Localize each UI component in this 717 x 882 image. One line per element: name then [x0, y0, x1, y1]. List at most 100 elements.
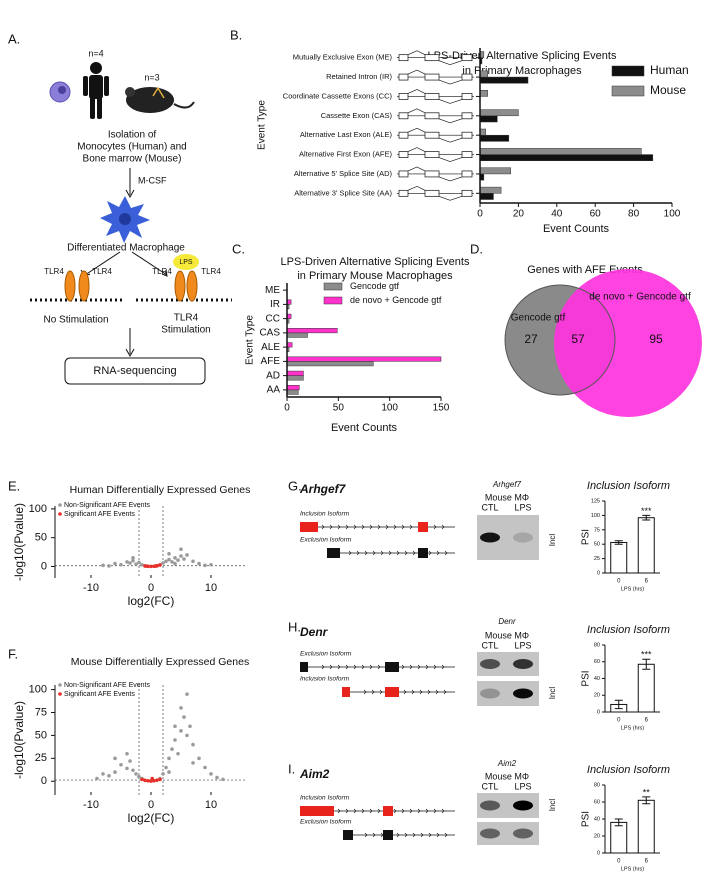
gel-band — [513, 828, 533, 839]
isoform-label: Exclusion Isoform — [300, 651, 352, 658]
splice-glyph-junction — [407, 166, 463, 182]
x-tick-label: -10 — [83, 582, 99, 594]
y-tick-label: 50 — [35, 729, 47, 741]
y-tick-label: 60 — [594, 799, 600, 805]
splice-glyph-exon — [461, 151, 473, 158]
tlr4-receptor — [174, 270, 186, 302]
exon — [383, 830, 393, 840]
x-tick-label: 60 — [590, 209, 602, 220]
set-label: de novo + Gencode gtf — [589, 292, 691, 303]
bar — [479, 70, 488, 78]
exon — [342, 687, 350, 697]
chart-title: LPS-Driven Alternative Splicing Events — [428, 50, 617, 62]
point — [101, 772, 105, 776]
bar — [479, 128, 487, 136]
legend-marker — [58, 692, 62, 696]
point — [125, 766, 129, 771]
gel-gene: Aim2 — [497, 759, 517, 768]
x-axis-label: Event Counts — [331, 422, 398, 434]
x-tick-label: 0 — [617, 718, 621, 724]
x-axis-label: Event Counts — [543, 223, 610, 235]
point — [167, 770, 171, 774]
point — [128, 561, 132, 565]
arrow-head — [125, 348, 135, 358]
exon — [300, 806, 334, 816]
legend-swatch — [323, 296, 343, 305]
point — [146, 778, 150, 783]
gel-band — [513, 800, 533, 811]
point — [215, 775, 219, 780]
bar — [286, 342, 293, 348]
stimulation: TLR4 — [174, 313, 199, 324]
human-n: n=4 — [88, 48, 103, 58]
splice-glyph-exon — [461, 112, 473, 120]
gel-band — [480, 532, 500, 543]
point — [179, 547, 183, 551]
point — [149, 564, 153, 569]
splice-glyph-exon — [424, 189, 440, 197]
point — [167, 552, 171, 556]
point — [158, 777, 162, 782]
tlr4-label: TLR4 — [152, 267, 172, 276]
category-label: Cassette Exon (CAS) — [321, 111, 393, 120]
y-tick-label: 60 — [594, 659, 600, 665]
set-circle — [554, 269, 702, 417]
mcsf-label: M-CSF — [138, 175, 167, 185]
x-tick-label: 6 — [645, 579, 649, 585]
x-axis-label: LPS (hrs) — [621, 586, 644, 592]
point — [107, 564, 111, 568]
point — [137, 774, 141, 779]
splice-glyph-exon — [461, 131, 473, 139]
error-bar — [614, 818, 623, 827]
gel-band — [513, 688, 533, 699]
splice-glyph-exon — [424, 151, 440, 158]
x-tick-label: 6 — [645, 718, 649, 724]
schematic-art — [30, 62, 232, 385]
bar — [479, 186, 502, 194]
chart-title: Inclusion Isoform — [587, 764, 670, 776]
point — [173, 556, 177, 560]
lps-icon — [173, 254, 199, 270]
bar — [479, 148, 642, 155]
legend-label: Non-Significant AFE Events — [64, 682, 150, 689]
chart-title: Human Differentially Expressed Genes — [70, 484, 251, 496]
isoform-label: Exclusion Isoform — [300, 819, 352, 826]
point — [176, 558, 180, 562]
y-axis-label: PSI — [581, 529, 592, 545]
legend-label: Gencode gtf — [350, 281, 400, 291]
splice-glyph-exon — [398, 170, 409, 178]
exon — [385, 662, 399, 672]
y-axis-label: Event Type — [257, 100, 268, 150]
y-tick-label: 80 — [594, 782, 600, 788]
tlr4-receptor — [78, 270, 90, 302]
stimulation: Stimulation — [161, 325, 210, 336]
region-count: 27 — [524, 332, 538, 346]
point — [173, 561, 177, 566]
y-axis-label: Event Type — [245, 315, 256, 365]
splice-glyph-junction — [407, 50, 463, 66]
tlr4-label: TLR4 — [92, 267, 112, 276]
significance: ** — [643, 787, 651, 797]
chart-title: Inclusion Isoform — [587, 624, 670, 636]
mouse-icon — [125, 86, 195, 113]
splice-glyph-exon — [424, 112, 440, 120]
y-tick-label: 50 — [594, 542, 600, 548]
legend-marker — [58, 683, 62, 687]
x-tick-label: 0 — [148, 582, 154, 594]
y-tick-label: 0 — [41, 560, 47, 572]
gel-band — [480, 828, 500, 839]
x-tick-label: 20 — [513, 209, 525, 220]
x-tick-label: 150 — [433, 403, 450, 414]
splice-glyph-exon — [461, 189, 473, 197]
y-tick-label: 40 — [594, 816, 600, 822]
panel-label: E. — [8, 478, 20, 493]
lps-label: LPS — [179, 259, 193, 266]
splice-glyph-exon — [398, 151, 409, 158]
splice-glyph-exon — [461, 93, 473, 100]
x-tick-label: 100 — [381, 403, 398, 414]
point — [167, 557, 171, 562]
point — [134, 562, 138, 566]
tlr4-label: TLR4 — [44, 267, 64, 276]
panel-label: F. — [8, 646, 18, 661]
category-label: AD — [266, 370, 280, 381]
